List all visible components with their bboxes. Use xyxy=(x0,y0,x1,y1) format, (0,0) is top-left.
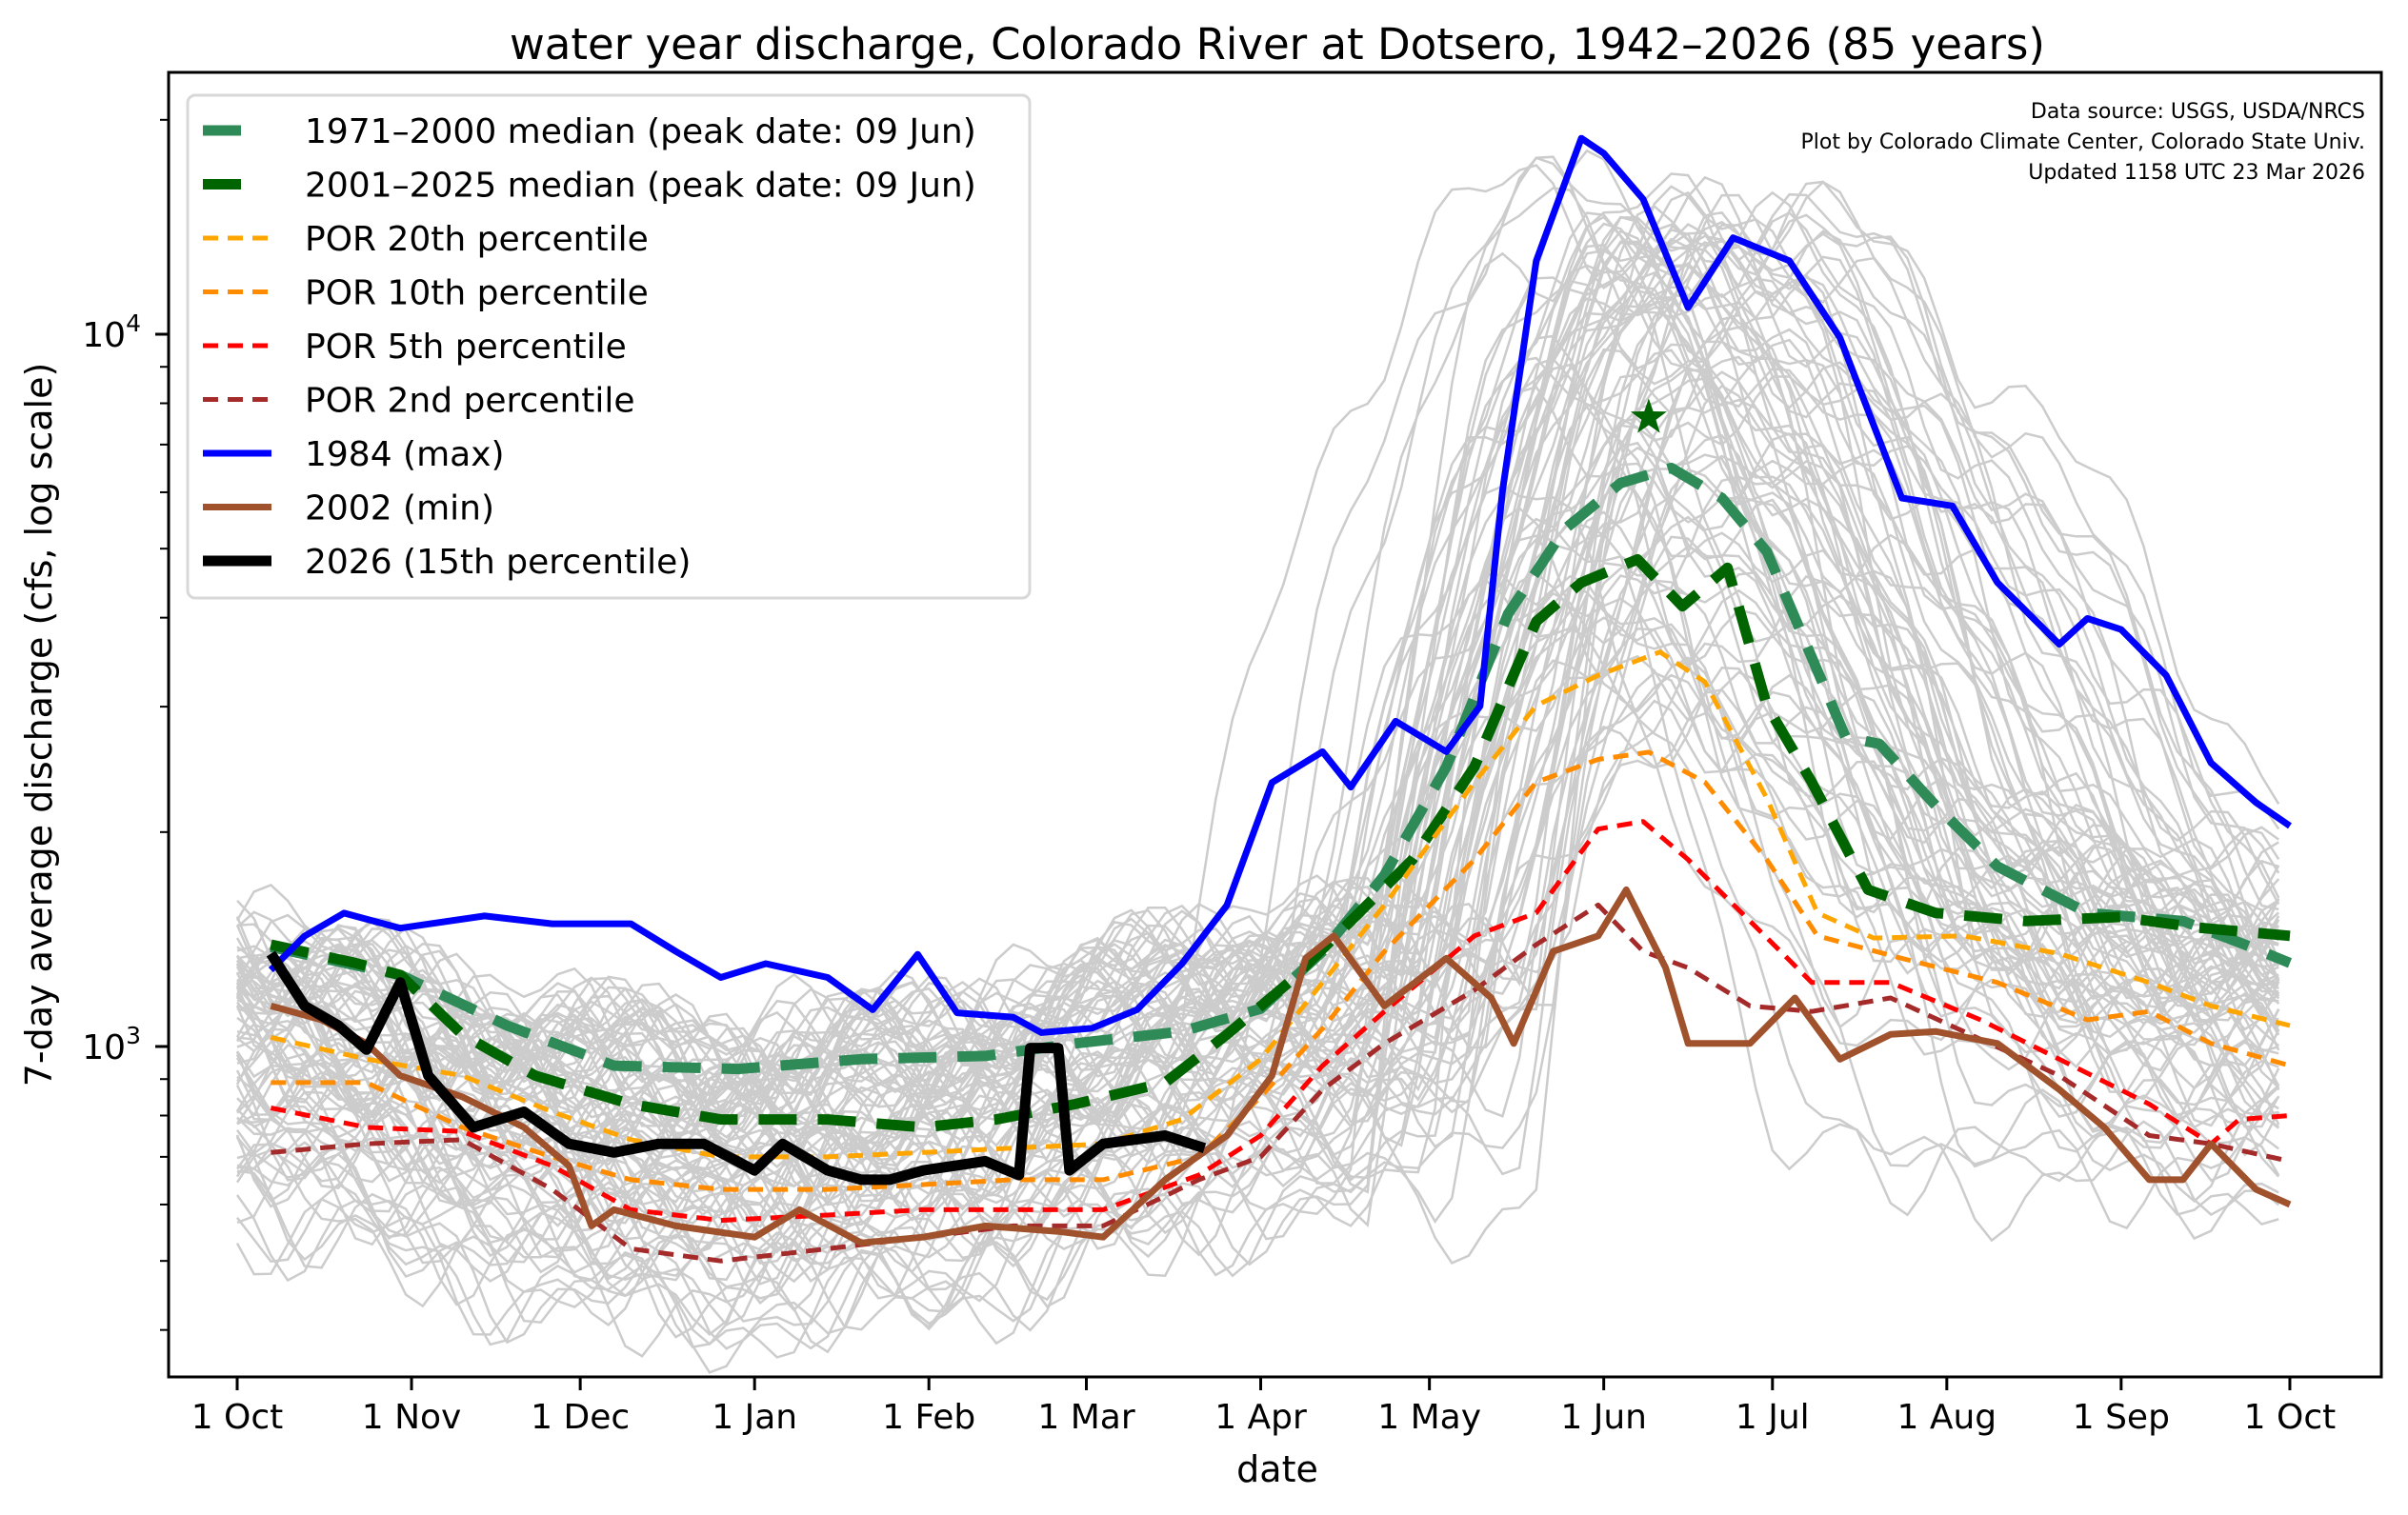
historical-year-line xyxy=(235,297,2279,1111)
legend-label: POR 20th percentile xyxy=(305,220,649,259)
series-line-7 xyxy=(270,886,2292,1246)
series-line-5 xyxy=(271,902,2291,1264)
historical-year-line xyxy=(236,164,2279,1168)
legend: 1971–2000 median (peak date: 09 Jun) 2001… xyxy=(186,93,1032,600)
legend-label: 2001–2025 median (peak date: 09 Jun) xyxy=(305,167,976,206)
historical-year-line xyxy=(235,149,2279,1359)
x-tick-label: 1 Jan xyxy=(712,1398,797,1437)
series-line-8 xyxy=(266,950,1207,1186)
historical-year-line xyxy=(235,231,2280,1194)
historical-year-line xyxy=(235,180,2280,1107)
x-tick-label: 1 Aug xyxy=(1896,1398,1997,1437)
legend-label: 2002 (min) xyxy=(305,489,494,528)
x-tick-label: 1 Feb xyxy=(882,1398,975,1437)
series-line-6 xyxy=(268,134,2292,1036)
x-tick-label: 1 Sep xyxy=(2073,1398,2170,1437)
source-line: Plot by Colorado Climate Center, Colorad… xyxy=(1801,130,2366,154)
historical-year-line xyxy=(235,237,2279,1122)
historical-year-line xyxy=(236,478,2279,1282)
x-axis: 1 Oct 1 Nov 1 Dec 1 Jan 1 Feb 1 Mar 1 Apr 1 May… xyxy=(191,1377,2337,1437)
historical-year-line xyxy=(236,185,2279,1266)
legend-label: POR 5th percentile xyxy=(305,328,627,367)
y-axis: 103 104 xyxy=(82,118,169,1331)
series-line-4 xyxy=(270,819,2291,1224)
historical-year-line xyxy=(235,175,2280,1284)
series-layer xyxy=(266,134,2293,1264)
plot-frame xyxy=(167,70,2383,1379)
historical-year-line xyxy=(235,507,2280,1350)
legend-label: POR 2nd percentile xyxy=(305,382,635,421)
historical-year-line xyxy=(236,210,2279,1339)
source-line: Updated 1158 UTC 23 Mar 2026 xyxy=(2028,161,2365,185)
historical-year-line xyxy=(235,222,2280,1126)
historical-year-line xyxy=(235,574,2279,1172)
historical-year-line xyxy=(236,205,2279,1335)
x-tick-label: 1 Oct xyxy=(191,1398,284,1437)
historical-year-line xyxy=(235,510,2279,1124)
historical-year-line xyxy=(235,211,2279,1154)
historical-year-line xyxy=(236,444,2280,1346)
historical-year-line xyxy=(235,534,2279,1358)
legend-label: 1984 (max) xyxy=(305,435,505,474)
historical-year-line xyxy=(236,357,2279,1253)
x-axis-label: date xyxy=(1236,1448,1318,1490)
historical-year-line xyxy=(236,432,2280,1135)
y-axis-label: 7-day average discharge (cfs, log scale) xyxy=(18,363,60,1087)
x-tick-label: 1 Nov xyxy=(362,1398,462,1437)
chart-title: water year discharge, Colorado River at … xyxy=(510,19,2045,70)
x-tick-label: 1 Jun xyxy=(1560,1398,1647,1437)
peak-star-marker xyxy=(1630,398,1667,433)
x-tick-label: 1 Apr xyxy=(1214,1398,1307,1437)
historical-year-line xyxy=(236,670,2280,1306)
x-tick-label: 1 Jul xyxy=(1736,1398,1810,1437)
x-tick-label: 1 Mar xyxy=(1037,1398,1134,1437)
legend-label: 2026 (15th percentile) xyxy=(305,543,691,582)
series-line-1 xyxy=(270,553,2291,1133)
x-tick-label: 1 Oct xyxy=(2244,1398,2337,1437)
historical-year-line xyxy=(236,238,2279,1374)
x-tick-label: 1 Dec xyxy=(531,1398,630,1437)
x-tick-label: 1 May xyxy=(1377,1398,1481,1437)
legend-box xyxy=(186,93,1032,600)
y-tick-label: 104 xyxy=(82,309,141,355)
source-note: Data source: USGS, USDA/NRCS Plot by Col… xyxy=(1801,100,2366,185)
source-line: Data source: USGS, USDA/NRCS xyxy=(2031,100,2365,124)
legend-label: POR 10th percentile xyxy=(305,274,649,313)
y-tick-label: 103 xyxy=(82,1022,141,1067)
historical-year-line xyxy=(236,349,2280,1254)
series-line-0 xyxy=(270,462,2293,1075)
legend-label: 1971–2000 median (peak date: 09 Jun) xyxy=(305,112,976,151)
historical-year-line xyxy=(235,575,2279,1130)
series-line-3 xyxy=(271,749,2291,1192)
